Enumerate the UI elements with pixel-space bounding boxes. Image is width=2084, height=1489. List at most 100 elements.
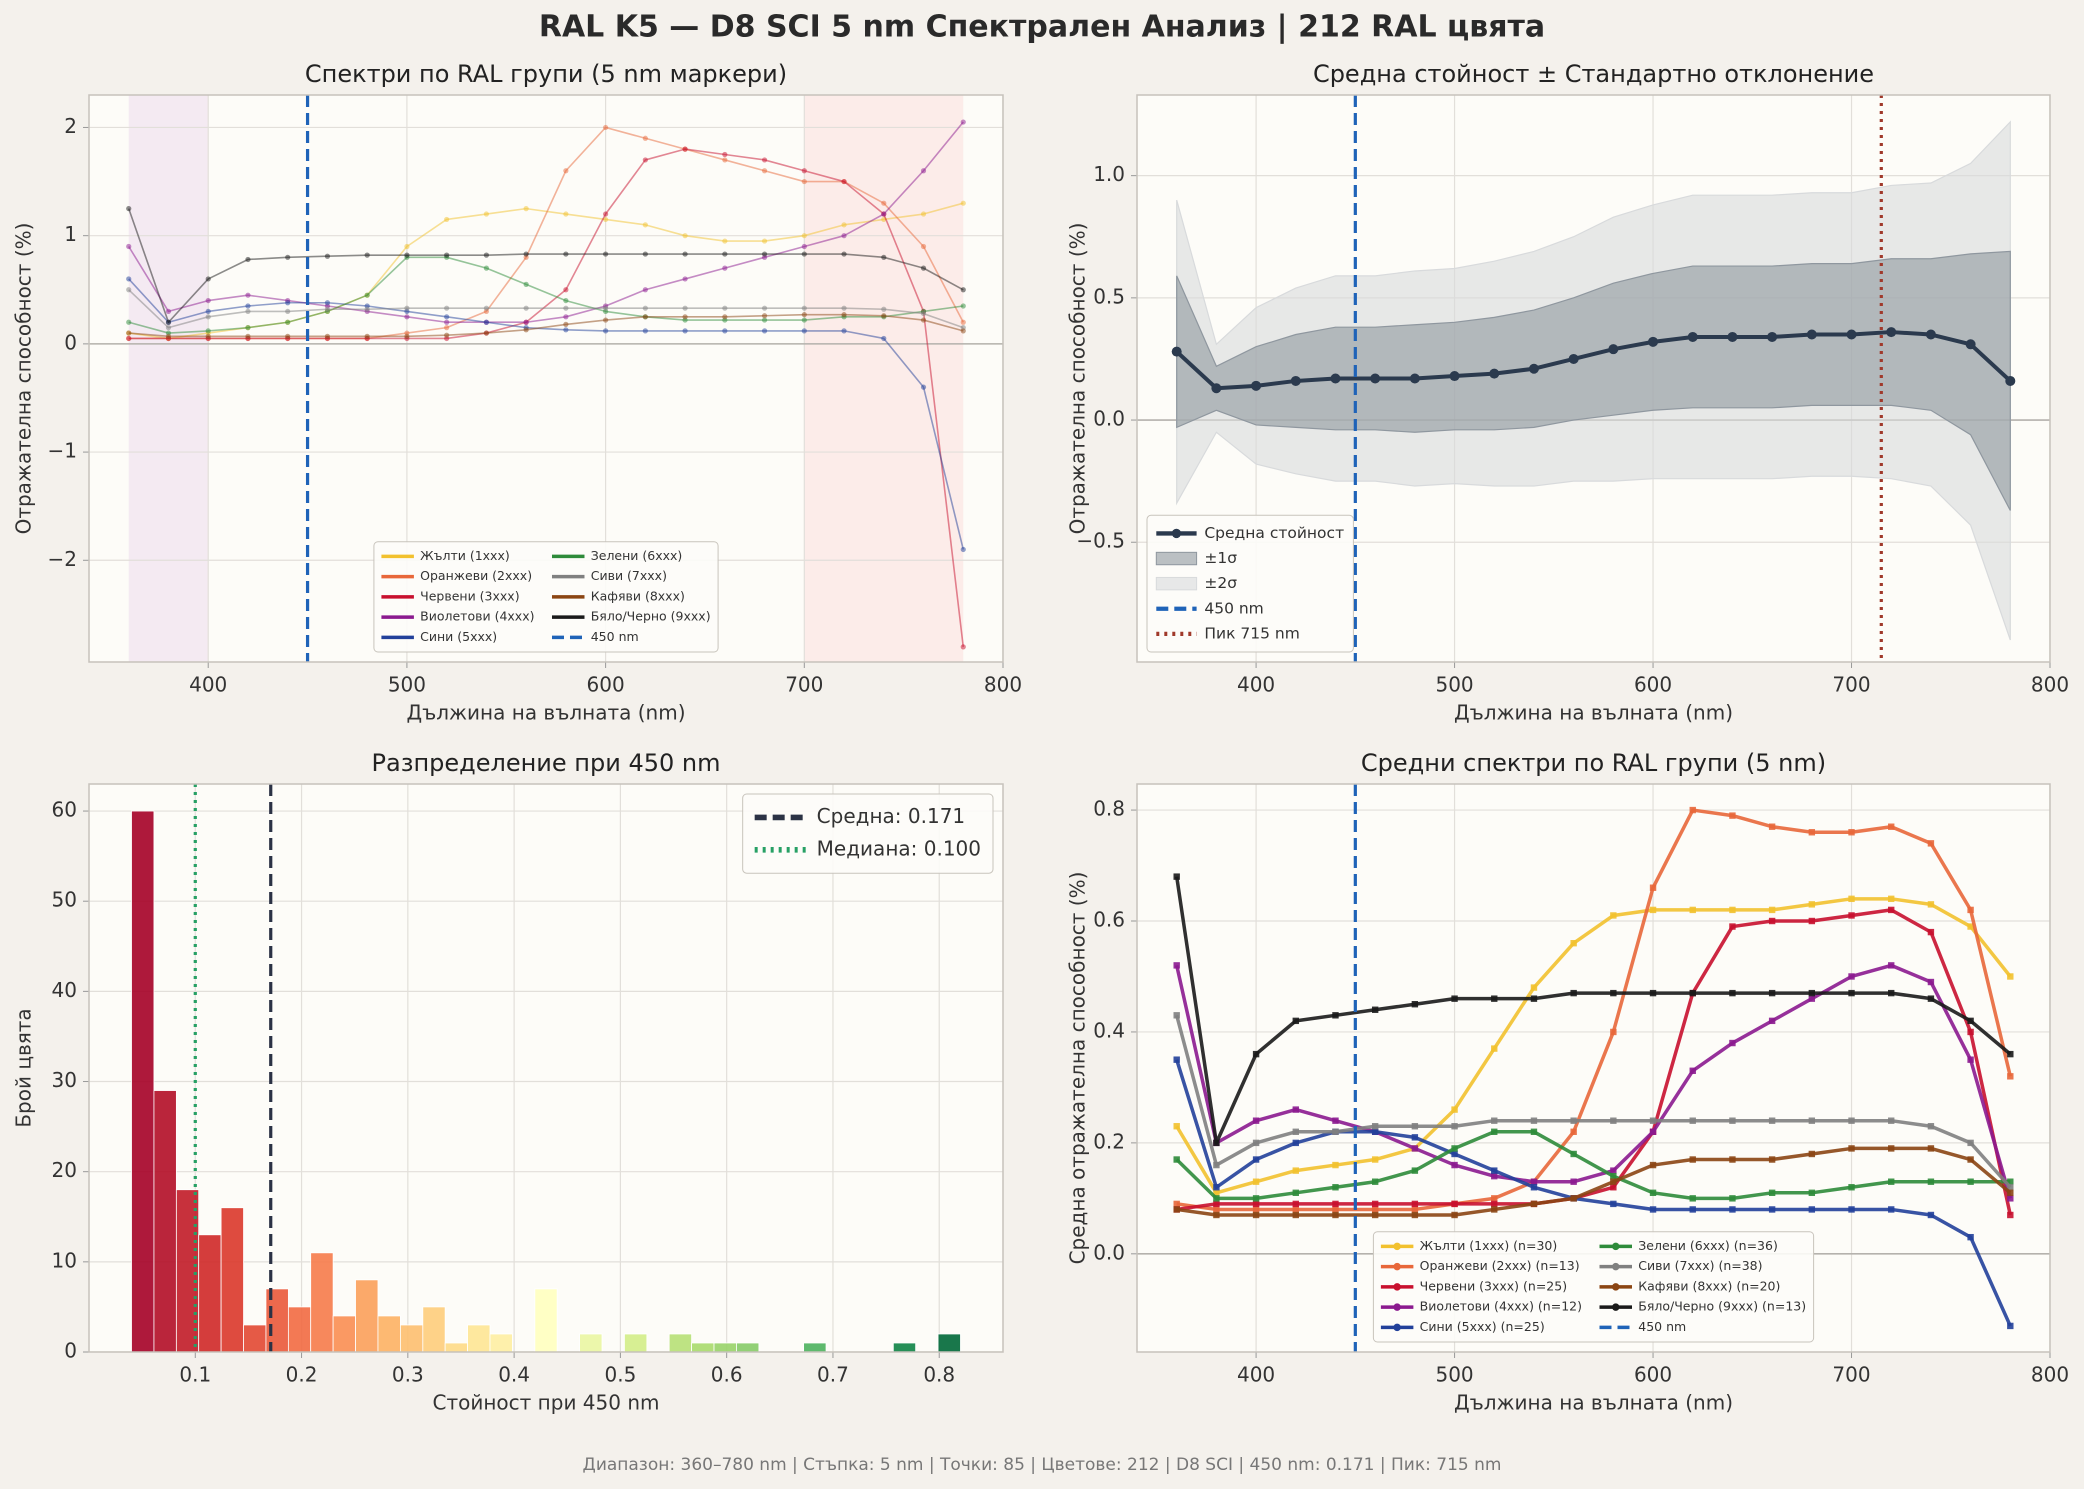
marker	[245, 292, 251, 298]
series-line	[1175, 330, 2012, 391]
legend-label: 450 nm	[1638, 1319, 1686, 1334]
marker	[2007, 1184, 2014, 1191]
histogram-bar	[355, 1279, 379, 1352]
marker	[1806, 329, 1817, 340]
series-line	[128, 121, 964, 324]
marker	[1848, 989, 1855, 997]
legend-label: Кафяви (8xxx)	[591, 588, 685, 603]
marker	[563, 168, 569, 174]
marker	[1491, 1128, 1498, 1135]
marker	[563, 297, 569, 304]
marker	[1729, 1195, 1736, 1202]
marker	[1848, 912, 1855, 919]
marker	[245, 256, 251, 263]
legend-marker	[1171, 528, 1182, 539]
marker	[1927, 978, 1935, 986]
legend-label: Виолетови (4xxx) (n=12)	[1420, 1299, 1582, 1314]
x-tick-label: 0.8	[923, 1363, 955, 1387]
marker	[1332, 1012, 1339, 1019]
x-tick-label: 700	[785, 673, 823, 697]
marker	[126, 206, 132, 212]
x-tick-label: 800	[984, 673, 1022, 697]
marker	[1689, 1117, 1696, 1124]
x-tick-label: 0.7	[817, 1363, 849, 1387]
x-tick-label: 0.2	[286, 1363, 318, 1387]
legend-marker	[1393, 1323, 1401, 1332]
marker	[801, 243, 807, 250]
marker	[245, 308, 251, 315]
marker	[404, 333, 410, 339]
marker	[1649, 1161, 1657, 1169]
histogram-bar	[489, 1333, 513, 1352]
marker	[1610, 1200, 1617, 1208]
marker	[603, 317, 609, 323]
marker	[722, 157, 728, 163]
marker	[761, 317, 768, 323]
marker	[205, 276, 211, 282]
marker	[1330, 373, 1341, 384]
marker	[1848, 973, 1855, 980]
marker	[165, 325, 172, 331]
x-tick-label: 500	[1435, 673, 1473, 697]
marker	[761, 328, 768, 334]
histogram-bar	[803, 1342, 827, 1352]
legend-label: 450 nm	[1204, 599, 1263, 617]
marker	[1411, 1206, 1419, 1213]
legend-marker	[1393, 1303, 1401, 1311]
marker	[483, 265, 489, 271]
shaded-region	[128, 95, 209, 662]
marker	[1848, 1145, 1855, 1152]
x-tick-label: 0.6	[711, 1363, 743, 1387]
marker	[1528, 363, 1539, 374]
marker	[761, 305, 768, 311]
marker	[1610, 1172, 1617, 1180]
marker	[1729, 1206, 1736, 1213]
marker	[1411, 1167, 1419, 1174]
marker	[1491, 1172, 1498, 1180]
marker	[126, 330, 132, 336]
marker	[1768, 989, 1776, 997]
x-tick-label: 600	[1634, 673, 1672, 697]
marker	[1967, 1017, 1974, 1025]
marker	[960, 644, 966, 650]
marker	[404, 305, 410, 311]
marker	[1689, 1156, 1696, 1163]
marker	[722, 238, 728, 244]
plot	[89, 784, 1003, 1352]
marker	[1290, 375, 1301, 386]
marker	[1451, 1150, 1458, 1158]
marker	[1332, 1211, 1339, 1219]
histogram-bar	[534, 1288, 558, 1352]
y-tick-label: 0	[64, 1339, 77, 1363]
legend-label: ±1σ	[1204, 549, 1237, 567]
legend-label: Оранжеви (2xxx) (n=13)	[1420, 1258, 1580, 1273]
marker	[722, 265, 728, 271]
marker	[1808, 917, 1816, 925]
marker	[1173, 873, 1180, 880]
marker	[1292, 1206, 1299, 1213]
marker	[165, 333, 172, 339]
marker	[841, 178, 847, 185]
marker	[205, 333, 211, 339]
series-line	[1176, 1146, 2012, 1217]
y-tick-label: 1	[64, 222, 77, 246]
series-line	[128, 313, 964, 338]
marker	[444, 252, 450, 258]
marker	[563, 327, 569, 333]
marker	[960, 546, 966, 553]
marker	[1213, 1206, 1220, 1213]
panel-title: Средни спектри по RAL групи (5 nm)	[1361, 749, 1826, 777]
marker	[881, 200, 887, 206]
series-line	[1175, 1059, 2012, 1327]
histogram-bar	[175, 1189, 200, 1352]
legend-marker	[1612, 1242, 1620, 1251]
y-tick-label: 30	[52, 1068, 77, 1092]
x-tick-label: 700	[1832, 673, 1870, 697]
marker	[1967, 1056, 1974, 1063]
marker	[1649, 906, 1657, 914]
marker	[1451, 1200, 1458, 1208]
y-tick-label: 0.4	[1093, 1018, 1125, 1042]
marker	[2007, 1322, 2014, 1330]
marker	[1491, 995, 1498, 1002]
marker	[364, 292, 370, 298]
